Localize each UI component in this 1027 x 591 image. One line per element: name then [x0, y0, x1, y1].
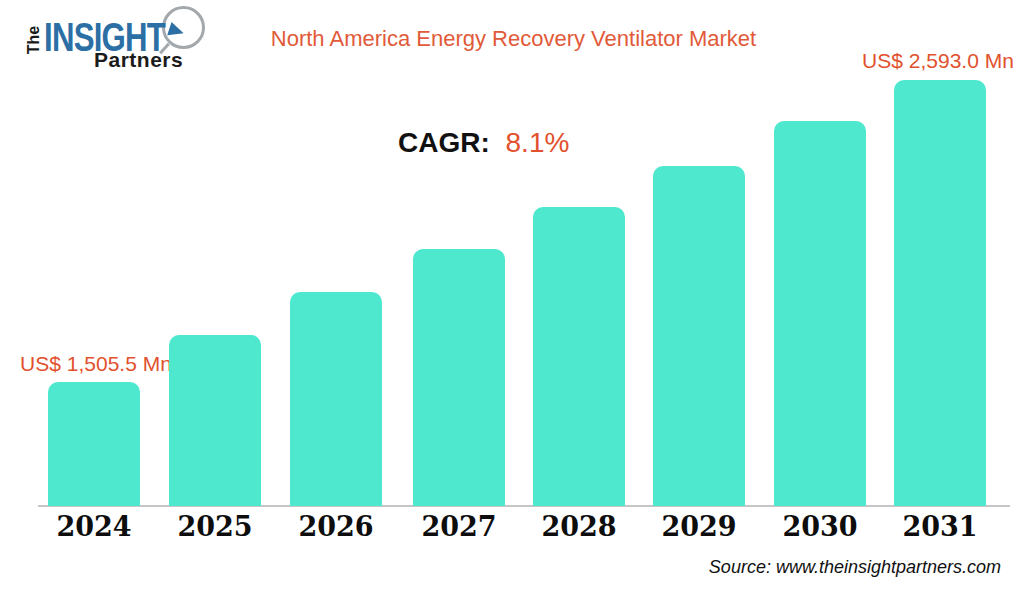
- x-axis-label-2025: 2025: [145, 511, 285, 542]
- bar-2024: [48, 382, 140, 506]
- bar-2028: [533, 207, 625, 506]
- x-axis-label-2027: 2027: [389, 511, 529, 542]
- bar-2029: [653, 166, 745, 506]
- bar-2026: [290, 292, 382, 506]
- x-axis-label-2029: 2029: [629, 511, 769, 542]
- x-axis-label-2028: 2028: [509, 511, 649, 542]
- bar-2031: [894, 80, 986, 506]
- x-axis-label-2030: 2030: [750, 511, 890, 542]
- x-axis-label-2024: 2024: [24, 511, 164, 542]
- source-attribution: Source: www.theinsightpartners.com: [709, 557, 1001, 578]
- cagr-value: 8.1%: [506, 127, 570, 158]
- bar-2027: [413, 249, 505, 506]
- bar-2030: [774, 121, 866, 506]
- insight-partners-logo: The INSIGHT Partners: [26, 4, 211, 74]
- bar-2025: [169, 335, 261, 506]
- cagr-annotation: CAGR: 8.1%: [398, 127, 569, 159]
- cagr-label: CAGR:: [398, 127, 490, 158]
- logo-text-partners: Partners: [94, 48, 183, 72]
- value-label-2031: US$ 2,593.0 Mn: [862, 49, 1014, 73]
- x-axis-label-2026: 2026: [266, 511, 406, 542]
- x-axis-label-2031: 2031: [870, 511, 1010, 542]
- chart-canvas: The INSIGHT Partners North America Energ…: [0, 0, 1027, 591]
- value-label-2024: US$ 1,505.5 Mn: [20, 352, 172, 376]
